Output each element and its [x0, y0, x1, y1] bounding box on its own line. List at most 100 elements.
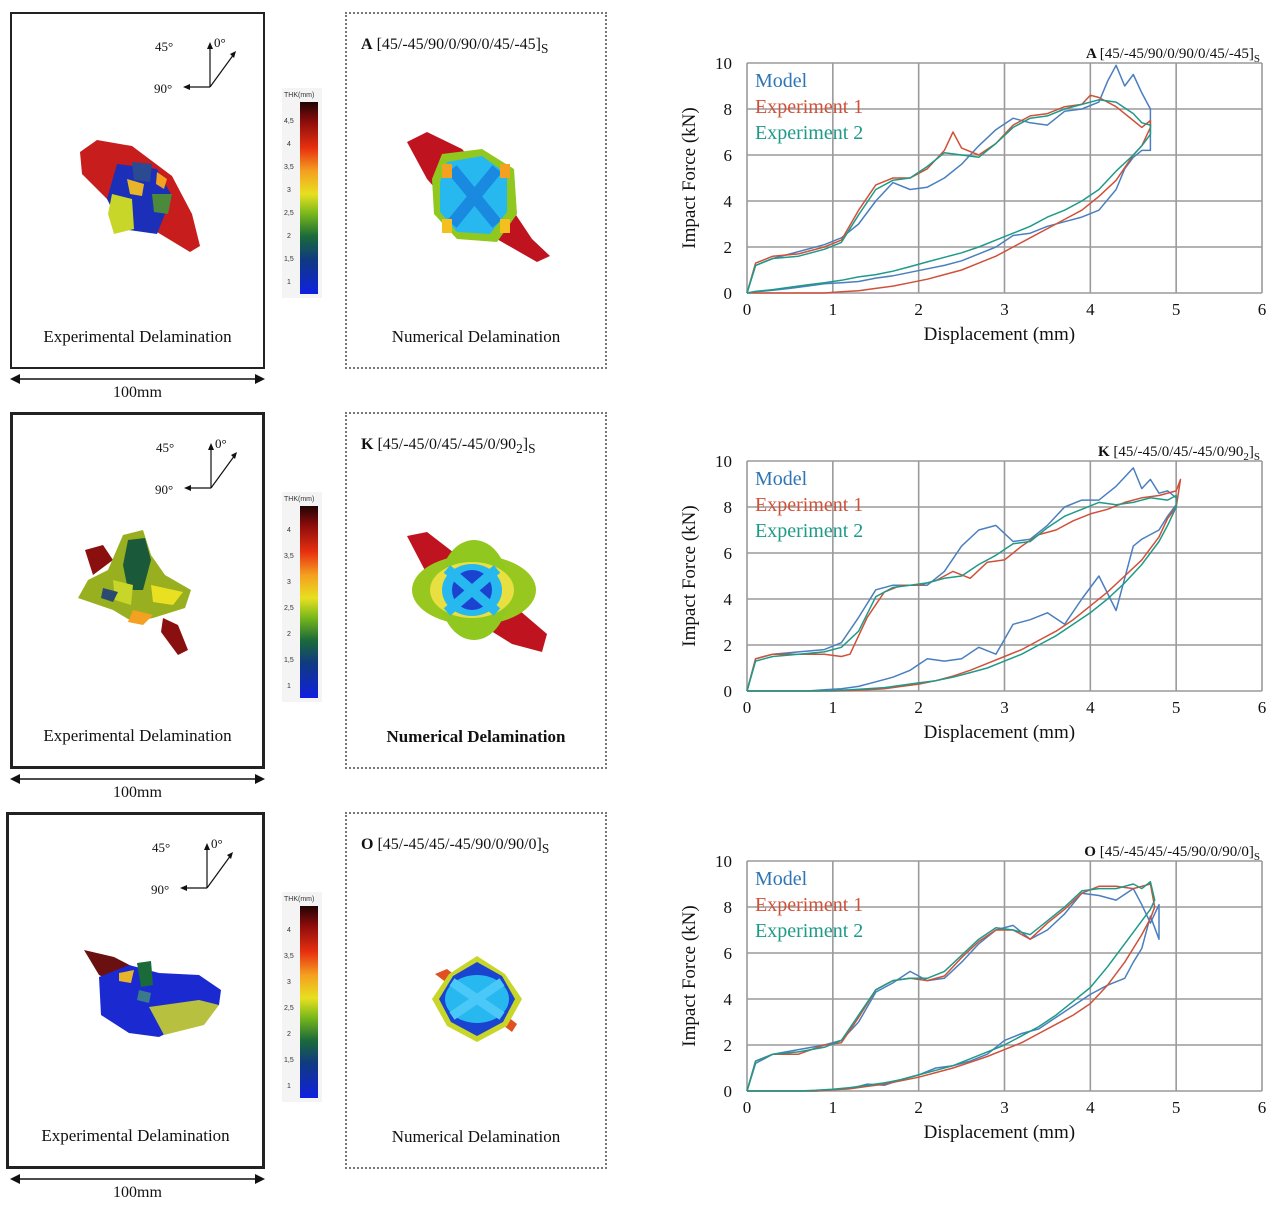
colorbar-ticks: 1 1,5 2 2,5 3 3,5 4 — [284, 927, 294, 1090]
layup-title: A [45/-45/90/0/90/0/45/-45]S — [361, 36, 549, 57]
label-0: 0° — [211, 836, 223, 851]
chart-title-layup: [45/-45/45/-45/90/0/90/0] — [1100, 844, 1254, 860]
chart-title-end: ] — [1249, 444, 1254, 460]
x-axis-label: Displacement (mm) — [924, 324, 1075, 345]
legend-entry: Experiment 1 — [755, 96, 863, 118]
thickness-colorbar: THK(mm) 1 1,5 2 2,5 3 3,5 4 — [282, 892, 322, 1102]
numerical-delamination-map — [432, 956, 522, 1042]
y-tick-label: 4 — [724, 192, 733, 211]
scale-bar-arrow — [10, 1174, 265, 1184]
chart-title-sub: S — [1254, 851, 1260, 863]
x-tick-label: 5 — [1172, 1098, 1181, 1117]
experimental-delamination-map — [84, 950, 221, 1037]
svg-text:3: 3 — [287, 579, 291, 586]
row-o: 45° 0° 90° Experimental Delamination THK… — [0, 800, 1271, 1201]
label-0: 0° — [215, 436, 227, 451]
y-tick-label: 2 — [724, 636, 733, 655]
scale-bar-label: 100mm — [113, 784, 162, 801]
layup-title: O [45/-45/45/-45/90/0/90/0]S — [361, 836, 550, 857]
legend-entry: Model — [755, 70, 808, 92]
experimental-caption: Experimental Delamination — [43, 327, 232, 346]
x-axis-label: Displacement (mm) — [924, 722, 1075, 743]
x-tick-label: 2 — [914, 698, 923, 717]
y-tick-label: 8 — [724, 498, 733, 517]
legend-entry: Experiment 2 — [755, 520, 863, 542]
legend-entry: Experiment 1 — [755, 894, 863, 916]
legend-entry: Model — [755, 468, 808, 490]
ply-orientation-icon: 45° 0° 90° — [155, 436, 237, 495]
colorbar-title: THK(mm) — [284, 896, 314, 903]
numerical-panel: K [45/-45/0/45/-45/0/902]S Numerical Del… — [345, 412, 607, 769]
svg-text:1: 1 — [287, 683, 291, 690]
label-45: 45° — [152, 840, 170, 855]
label-90: 90° — [154, 81, 172, 94]
x-tick-label: 2 — [914, 300, 923, 319]
experimental-delamination-map — [80, 140, 200, 252]
svg-text:3,5: 3,5 — [284, 553, 294, 560]
ply-orientation-icon: 45° 0° 90° — [154, 35, 236, 94]
experimental-caption: Experimental Delamination — [43, 726, 232, 745]
x-tick-label: 6 — [1258, 698, 1267, 717]
y-tick-label: 8 — [724, 100, 733, 119]
numerical-delamination-map — [407, 532, 547, 652]
svg-text:2,5: 2,5 — [284, 1005, 294, 1012]
y-tick-label: 0 — [724, 284, 733, 303]
x-tick-label: 1 — [829, 300, 838, 319]
y-tick-label: 2 — [724, 1036, 733, 1055]
chart-title: K [45/-45/0/45/-45/0/902]S — [1098, 444, 1260, 463]
chart-title-sub: S — [1254, 53, 1260, 65]
grid — [746, 62, 1263, 294]
numerical-caption: Numerical Delamination — [391, 1127, 561, 1146]
thickness-colorbar: THK(mm) 1 1,5 2 2,5 3 3,5 4 — [282, 492, 322, 702]
svg-text:2,5: 2,5 — [284, 210, 294, 217]
svg-text:4: 4 — [287, 527, 291, 534]
svg-text:4,5: 4,5 — [284, 118, 294, 125]
colorbar-ticks: 1 1,5 2 2,5 3 3,5 4 — [284, 527, 294, 690]
numerical-panel: O [45/-45/45/-45/90/0/90/0]S Numerical D… — [345, 812, 607, 1169]
chart-title-mid-sub: 2 — [1243, 451, 1249, 463]
x-tick-label: 4 — [1086, 300, 1095, 319]
experimental-delamination-map — [78, 530, 191, 655]
experimental-panel: 45° 0° 90° Experimental Delamination — [6, 812, 265, 1169]
y-tick-label: 10 — [715, 852, 732, 871]
numerical-caption: Numerical Delamination — [386, 727, 566, 746]
svg-text:1: 1 — [287, 1083, 291, 1090]
scale-bar-arrow — [10, 374, 265, 384]
svg-text:2: 2 — [287, 631, 291, 638]
x-tick-label: 0 — [743, 698, 752, 717]
x-tick-label: 5 — [1172, 300, 1181, 319]
scale-bar-label: 100mm — [113, 1184, 162, 1201]
series-line-experiment-2 — [746, 880, 1156, 1092]
chart-title-code: O — [1084, 844, 1099, 860]
x-tick-label: 1 — [829, 1098, 838, 1117]
label-45: 45° — [155, 39, 173, 54]
x-tick-label: 4 — [1086, 1098, 1095, 1117]
experimental-panel: 45° 0° 90° Experimental Delamination — [10, 412, 265, 769]
colorbar-ticks: 1 1,5 2 2,5 3 3,5 4 4,5 — [284, 118, 294, 286]
x-tick-label: 3 — [1000, 1098, 1009, 1117]
svg-text:2: 2 — [287, 233, 291, 240]
y-tick-label: 8 — [724, 898, 733, 917]
x-tick-label: 4 — [1086, 698, 1095, 717]
series-line-experiment-2 — [746, 99, 1152, 294]
y-tick-label: 6 — [724, 146, 733, 165]
ply-orientation-icon: 45° 0° 90° — [151, 836, 233, 895]
x-tick-label: 5 — [1172, 698, 1181, 717]
legend-entry: Model — [755, 868, 808, 890]
svg-text:4: 4 — [287, 927, 291, 934]
scale-bar-arrow — [10, 774, 265, 784]
y-tick-label: 10 — [715, 452, 732, 471]
experimental-caption: Experimental Delamination — [41, 1126, 230, 1145]
series-line-model — [746, 887, 1160, 1092]
series-line-experiment-1 — [746, 94, 1152, 294]
x-tick-label: 3 — [1000, 698, 1009, 717]
y-tick-label: 4 — [724, 590, 733, 609]
x-tick-label: 3 — [1000, 300, 1009, 319]
label-45: 45° — [156, 440, 174, 455]
svg-text:3,5: 3,5 — [284, 953, 294, 960]
chart-title: A [45/-45/90/0/90/0/45/-45]S — [1086, 46, 1260, 65]
numerical-panel: A [45/-45/90/0/90/0/45/-45]S Numerical D… — [345, 12, 607, 369]
y-tick-label: 10 — [715, 54, 732, 73]
svg-text:1: 1 — [287, 279, 291, 286]
y-tick-label: 0 — [724, 1082, 733, 1101]
